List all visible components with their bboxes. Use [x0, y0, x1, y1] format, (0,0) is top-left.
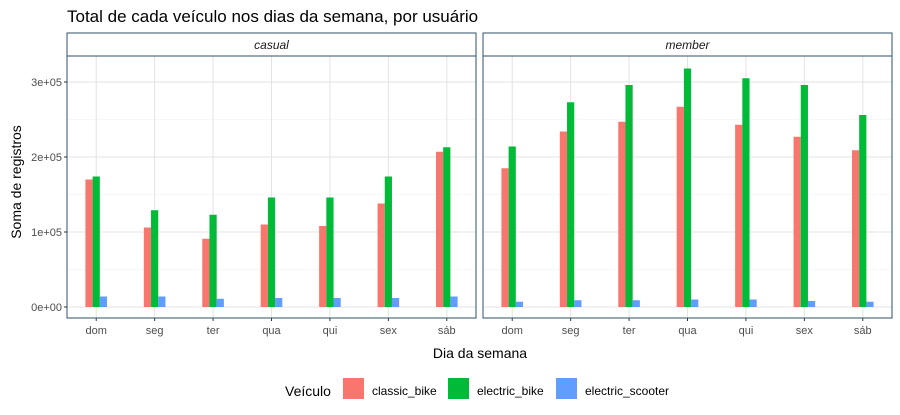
- y-axis-title: Soma de registros: [8, 125, 24, 239]
- bar-classic_bike-qua: [676, 106, 684, 307]
- x-tick-label: dom: [86, 325, 107, 337]
- panel-border: [66, 55, 477, 319]
- y-tick-label: 3e+05: [31, 77, 62, 89]
- bar-electric_bike-ter: [209, 214, 217, 307]
- bar-electric_bike-qua: [267, 197, 276, 307]
- bar-electric_scooter-seg: [158, 296, 166, 307]
- x-tick-label: sex: [796, 325, 814, 337]
- x-tick-label: qui: [323, 325, 338, 337]
- facet-label: member: [665, 38, 710, 52]
- bar-electric_scooter-seg: [574, 300, 582, 307]
- x-tick-label: qua: [262, 325, 281, 337]
- bar-electric_bike-qua: [683, 68, 692, 307]
- bar-electric_scooter-dom: [99, 296, 108, 307]
- bar-classic_bike-qui: [735, 124, 743, 307]
- bar-classic_bike-sáb: [851, 150, 860, 307]
- legend: Veículo classic_bike electric_bike electri…: [285, 378, 669, 399]
- bar-classic_bike-qua: [260, 224, 268, 307]
- facet-label: casual: [254, 38, 289, 52]
- panel-border: [482, 55, 893, 319]
- chart-title: Total de cada veículo nos dias da semana…: [67, 7, 478, 26]
- x-tick-label: sáb: [438, 325, 456, 337]
- bar-classic_bike-sex: [377, 203, 385, 307]
- bar-electric_scooter-ter: [216, 298, 224, 307]
- legend-label: electric_scooter: [585, 384, 669, 398]
- x-tick-label: sáb: [854, 325, 872, 337]
- legend-label: classic_bike: [372, 384, 437, 398]
- legend-label: electric_bike: [477, 384, 544, 398]
- panel-casual: casual dom seg ter qua qui sex sáb: [66, 32, 477, 337]
- x-tick-label: ter: [207, 325, 220, 337]
- bar-electric_scooter-sex: [391, 298, 400, 307]
- x-axis-title: Dia da semana: [433, 345, 527, 361]
- bar-electric_scooter-qua: [691, 299, 699, 307]
- bar-electric_bike-ter: [625, 85, 633, 307]
- bar-electric_scooter-sáb: [450, 296, 458, 307]
- bar-classic_bike-sáb: [435, 151, 444, 307]
- bar-electric_scooter-qua: [275, 298, 283, 307]
- bars: [85, 147, 458, 307]
- bar-electric_bike-sex: [800, 85, 808, 307]
- panel-member: member dom seg ter qua qui sex sáb: [482, 32, 893, 337]
- legend-key: [343, 378, 364, 399]
- bar-classic_bike-seg: [143, 227, 152, 307]
- legend-key: [448, 378, 469, 399]
- legend-item-classic_bike: classic_bike: [343, 378, 437, 399]
- bar-electric_bike-sáb: [443, 147, 451, 307]
- legend-item-electric_bike: electric_bike: [448, 378, 544, 399]
- bar-classic_bike-qui: [319, 226, 327, 307]
- legend-item-electric_scooter: electric_scooter: [556, 378, 669, 399]
- y-axis: 0e+00 1e+05 2e+05 3e+05: [31, 77, 67, 314]
- x-tick-label: seg: [562, 325, 580, 337]
- bar-electric_bike-dom: [92, 176, 100, 307]
- x-tick-label: qui: [739, 325, 754, 337]
- bar-electric_scooter-sáb: [866, 301, 874, 307]
- bars: [501, 68, 874, 307]
- bar-electric_bike-qui: [326, 197, 334, 307]
- bar-classic_bike-ter: [202, 238, 210, 307]
- x-tick-label: ter: [623, 325, 636, 337]
- x-tick-label: dom: [502, 325, 523, 337]
- bar-classic_bike-ter: [618, 121, 626, 307]
- bar-classic_bike-sex: [793, 136, 801, 307]
- panels: casual dom seg ter qua qui sex sáb member dom seg t…: [66, 32, 893, 337]
- legend-key: [556, 378, 577, 399]
- y-tick-label: 1e+05: [31, 227, 62, 239]
- bar-electric_bike-sex: [384, 176, 392, 307]
- y-tick-label: 0e+00: [31, 302, 62, 314]
- bar-electric_bike-sáb: [859, 115, 867, 307]
- bar-electric_bike-seg: [151, 210, 159, 307]
- bar-electric_scooter-qui: [749, 299, 757, 307]
- x-tick-label: qua: [678, 325, 697, 337]
- bar-classic_bike-dom: [501, 168, 509, 307]
- bar-electric_bike-qui: [742, 78, 750, 307]
- bar-electric_scooter-dom: [515, 301, 524, 307]
- x-tick-label: seg: [146, 325, 164, 337]
- bar-electric_scooter-qui: [333, 298, 341, 307]
- bar-electric_bike-seg: [567, 102, 575, 307]
- legend-title: Veículo: [285, 383, 331, 399]
- bar-classic_bike-dom: [85, 179, 93, 307]
- bar-classic_bike-seg: [559, 131, 568, 307]
- x-tick-label: sex: [380, 325, 398, 337]
- y-tick-label: 2e+05: [31, 152, 62, 164]
- bar-electric_scooter-sex: [807, 301, 816, 307]
- bar-electric_scooter-ter: [632, 300, 640, 307]
- bar-electric_bike-dom: [508, 146, 516, 307]
